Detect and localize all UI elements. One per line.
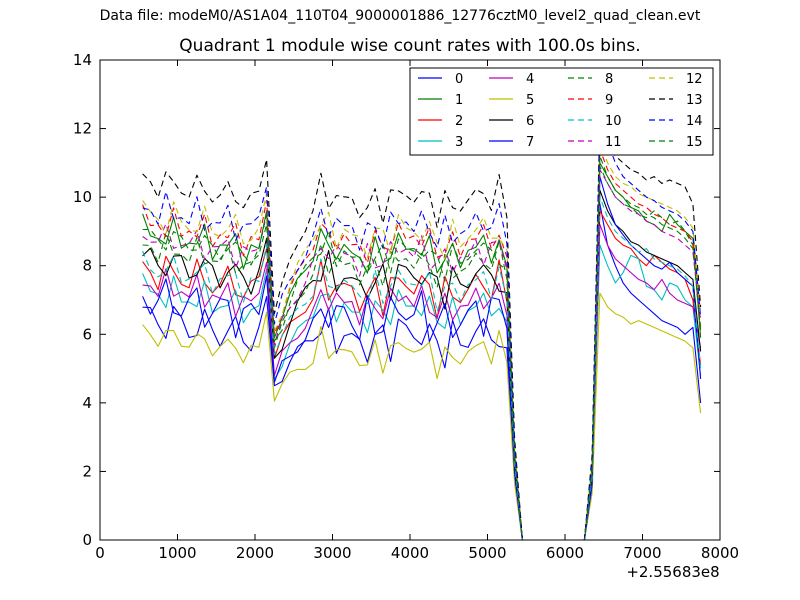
legend-label-10: 10 [605, 114, 622, 129]
legend-label-5: 5 [526, 93, 534, 108]
y-tick-label: 4 [82, 394, 92, 412]
legend-label-2: 2 [455, 114, 463, 129]
x-tick-label: 7000 [623, 544, 661, 562]
x-tick-label: 4000 [391, 544, 429, 562]
x-tick-label: 2000 [236, 544, 274, 562]
series-line-4 [142, 224, 702, 541]
series-line-7 [142, 176, 702, 541]
y-tick-label: 6 [82, 325, 92, 343]
x-tick-label: 1000 [158, 544, 196, 562]
series-line-5 [142, 292, 702, 541]
axis-layer: 0 1000 2000 3000 4000 5000 6000 7000 80000246810… [73, 51, 739, 562]
series-line-8 [142, 165, 702, 541]
y-tick-label: 12 [73, 120, 92, 138]
x-tick-label: 6000 [546, 544, 584, 562]
y-tick-label: 2 [82, 462, 92, 480]
x-offset-label: +2.55683e8 [626, 563, 719, 581]
chart-title: Quadrant 1 module wise count rates with … [179, 36, 641, 56]
x-tick-label: 8000 [701, 544, 739, 562]
legend-label-13: 13 [686, 93, 703, 108]
legend-label-6: 6 [526, 114, 534, 129]
legend-label-9: 9 [605, 93, 613, 108]
legend-label-12: 12 [686, 72, 703, 87]
legend-label-1: 1 [455, 93, 463, 108]
series-line-11 [142, 169, 702, 541]
y-tick-label: 14 [73, 51, 92, 69]
series-line-14 [142, 114, 702, 541]
legend-label-8: 8 [605, 72, 613, 87]
series-line-9 [142, 148, 702, 541]
series-line-12 [142, 141, 702, 541]
legend-label-15: 15 [686, 135, 703, 150]
legend-label-3: 3 [455, 135, 463, 150]
series-line-1 [142, 162, 702, 541]
x-tick-label: 0 [95, 544, 105, 562]
legend-label-14: 14 [686, 114, 703, 129]
series-line-15 [142, 155, 702, 541]
series-line-10 [142, 196, 702, 541]
y-tick-label: 10 [73, 188, 92, 206]
series-line-3 [142, 244, 702, 541]
y-tick-label: 0 [82, 531, 92, 549]
legend-label-11: 11 [605, 135, 622, 150]
x-tick-label: 5000 [468, 544, 506, 562]
legend-label-0: 0 [455, 72, 463, 87]
legend-label-7: 7 [526, 135, 534, 150]
x-tick-label: 3000 [313, 544, 351, 562]
series-layer [142, 114, 702, 541]
series-line-2 [142, 210, 702, 541]
figure-suptitle: Data file: modeM0/AS1A04_110T04_90000018… [99, 8, 701, 24]
series-line-6 [142, 189, 702, 541]
y-tick-label: 8 [82, 257, 92, 275]
legend-label-4: 4 [526, 72, 534, 87]
